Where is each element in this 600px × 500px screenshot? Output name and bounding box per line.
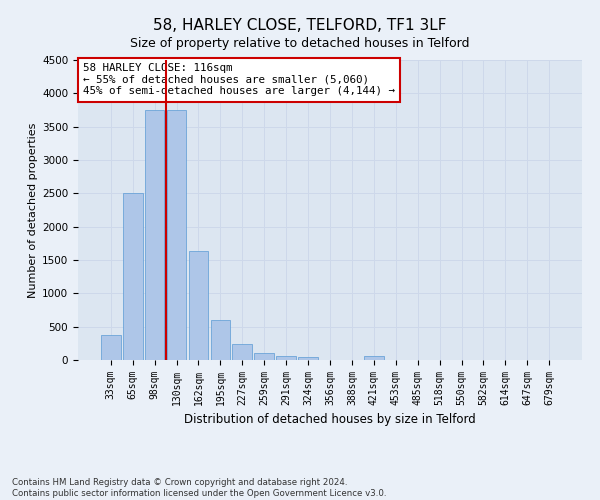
Bar xyxy=(232,344,252,360)
Y-axis label: Number of detached properties: Number of detached properties xyxy=(28,122,38,298)
Text: 58 HARLEY CLOSE: 116sqm
← 55% of detached houses are smaller (5,060)
45% of semi: 58 HARLEY CLOSE: 116sqm ← 55% of detache… xyxy=(83,63,395,96)
Bar xyxy=(298,356,318,360)
Text: 58, HARLEY CLOSE, TELFORD, TF1 3LF: 58, HARLEY CLOSE, TELFORD, TF1 3LF xyxy=(153,18,447,32)
Bar xyxy=(211,320,230,360)
Bar xyxy=(276,356,296,360)
X-axis label: Distribution of detached houses by size in Telford: Distribution of detached houses by size … xyxy=(184,414,476,426)
Bar xyxy=(364,356,384,360)
Text: Contains HM Land Registry data © Crown copyright and database right 2024.
Contai: Contains HM Land Registry data © Crown c… xyxy=(12,478,386,498)
Bar xyxy=(254,354,274,360)
Bar xyxy=(167,110,187,360)
Text: Size of property relative to detached houses in Telford: Size of property relative to detached ho… xyxy=(130,38,470,51)
Bar xyxy=(123,194,143,360)
Bar xyxy=(101,334,121,360)
Bar xyxy=(188,250,208,360)
Bar xyxy=(145,110,164,360)
